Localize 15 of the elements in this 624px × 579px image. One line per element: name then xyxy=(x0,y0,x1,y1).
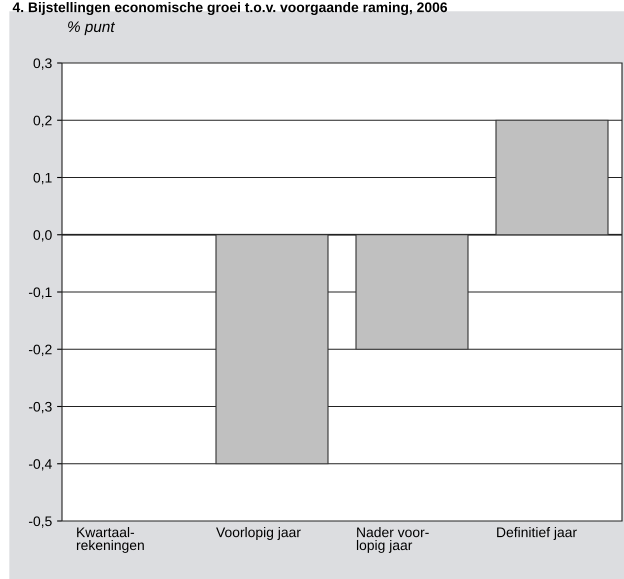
y-axis-title: % punt xyxy=(68,21,116,36)
y-tick-label: -0,2 xyxy=(28,344,52,356)
y-tick-label: -0,4 xyxy=(28,459,52,471)
x-tick-label: Voorlopig jaar xyxy=(216,527,301,540)
y-tick-label: 0,1 xyxy=(34,172,52,184)
x-tick-label: Kwartaal- rekeningen xyxy=(76,527,144,553)
y-tick-label: 0,3 xyxy=(34,58,52,70)
chart-title: 4. Bijstellingen economische groei t.o.v. voorgaande raming, 2006 xyxy=(12,2,448,16)
y-tick-label: -0,1 xyxy=(28,287,52,299)
y-tick-label: 0,0 xyxy=(34,230,52,242)
x-tick-label: Definitief jaar xyxy=(497,527,577,540)
y-tick-label: -0,3 xyxy=(28,402,52,414)
y-tick-label: 0,2 xyxy=(34,116,52,128)
x-tick-label: Nader voor- lopig jaar xyxy=(356,527,429,553)
y-tick-label: -0,5 xyxy=(28,516,52,528)
